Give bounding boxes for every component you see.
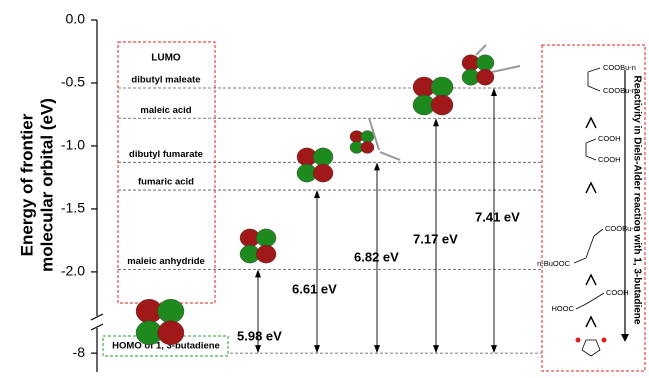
arrow-head <box>491 88 497 96</box>
arrow-head <box>314 345 320 353</box>
y-tick-label: -1.0 <box>61 137 85 153</box>
orbital-lobe <box>256 229 276 247</box>
level-label: dibutyl maleate <box>131 75 200 86</box>
order-chevron <box>586 183 596 193</box>
orbital-lobe <box>361 141 374 153</box>
level-label: dibutyl fumarate <box>129 149 203 160</box>
arrow-head <box>255 269 261 277</box>
arrow-head <box>433 118 439 126</box>
lumo-title: LUMO <box>151 53 181 64</box>
y-tick-label: -1.5 <box>61 200 85 216</box>
structure-label: COOH <box>598 155 621 164</box>
structure-bond <box>576 293 604 309</box>
structure-label: COOBu-n <box>603 63 636 72</box>
arrow-head <box>255 345 261 353</box>
structure-bond <box>574 229 603 263</box>
orbital-lobe <box>158 321 184 345</box>
orbital-lobe <box>431 95 453 115</box>
level-label: fumaric acid <box>138 177 194 188</box>
gap-label: 5.98 eV <box>237 328 282 343</box>
y-axis-label: molecular orbital (eV) <box>37 98 56 272</box>
orbital-lobe <box>361 131 374 143</box>
y-tick-label: -8 <box>73 344 86 360</box>
oxygen <box>576 338 581 343</box>
structure-label: n-BuOOC <box>537 259 571 268</box>
anhydride-ring <box>582 340 600 356</box>
order-chevron <box>586 275 596 285</box>
orbital-lobe <box>256 245 276 263</box>
structure-label: HOOC <box>552 304 575 313</box>
level-label: maleic acid <box>140 105 191 116</box>
arrow-head <box>374 162 380 170</box>
structure-label: COOBu-n <box>605 224 638 233</box>
y-tick-label: -2.0 <box>61 263 85 279</box>
y-tick-label: -0.5 <box>61 74 85 90</box>
structure-bond <box>586 139 596 160</box>
chain <box>476 45 486 55</box>
orbital-lobe <box>313 148 333 166</box>
gap-label: 6.82 eV <box>354 249 399 264</box>
order-chevron <box>586 118 596 128</box>
order-chevron <box>586 317 596 327</box>
arrow-head <box>491 345 497 353</box>
chain <box>492 66 520 72</box>
gap-label: 7.17 eV <box>413 231 458 246</box>
structure-label: COOH <box>606 288 629 297</box>
y-tick-label: 0.0 <box>66 11 86 27</box>
arrow-head <box>433 345 439 353</box>
chart: LUMO HOMO of 1, 3-butadiene Reactivity i… <box>0 0 649 378</box>
oxygen <box>602 338 607 343</box>
reactivity-label: Reactivity in Diels-Alder reaction with … <box>631 76 642 325</box>
orbital-lobe <box>431 77 453 97</box>
y-axis-label: Energy of frontier <box>17 113 36 256</box>
structure-label: COOBu-n <box>603 86 636 95</box>
level-label: maleic anhydride <box>127 256 205 267</box>
chain <box>380 152 400 160</box>
orbital-lobe <box>476 69 494 85</box>
structure-bond <box>588 68 600 91</box>
structure-label: COOH <box>598 134 621 143</box>
gap-label: 6.61 eV <box>292 281 337 296</box>
orbital-lobe <box>158 299 184 323</box>
arrow-head <box>314 190 320 198</box>
orbital-lobe <box>313 164 333 182</box>
reactivity-arrow-head <box>621 334 629 342</box>
gap-label: 7.41 eV <box>475 209 520 224</box>
orbital-lobe <box>476 55 494 71</box>
arrow-head <box>374 345 380 353</box>
